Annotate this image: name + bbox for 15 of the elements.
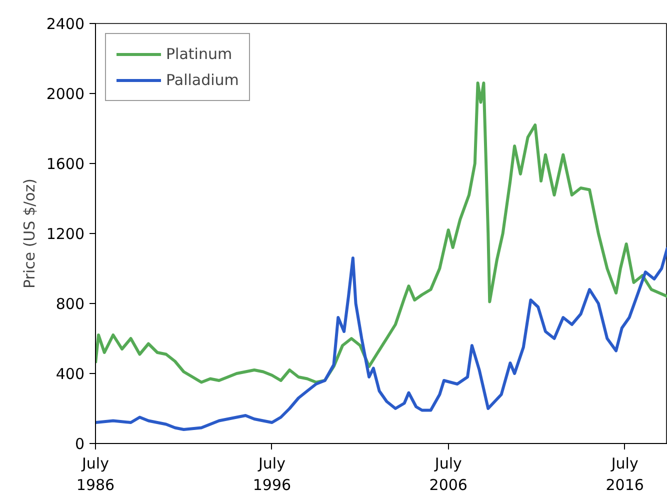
y-tick-label: 400 — [56, 365, 85, 383]
legend-label: Palladium — [166, 71, 239, 89]
y-tick-label: 1200 — [46, 225, 85, 243]
y-tick-label: 2000 — [46, 85, 85, 103]
x-tick-label: July 2006 — [429, 454, 468, 494]
x-tick-label: July 2016 — [606, 454, 644, 494]
y-tick-label: 1600 — [46, 155, 85, 173]
y-tick-label: 800 — [56, 295, 85, 313]
legend-label: Platinum — [166, 45, 232, 63]
y-tick-label: 0 — [74, 435, 85, 453]
y-axis-title: Price (US $/oz) — [20, 178, 38, 288]
x-tick-label: July 1996 — [252, 454, 292, 494]
line-series — [96, 246, 667, 431]
y-tick-label: 2400 — [46, 15, 85, 33]
x-tick-label: July 1986 — [76, 454, 115, 494]
